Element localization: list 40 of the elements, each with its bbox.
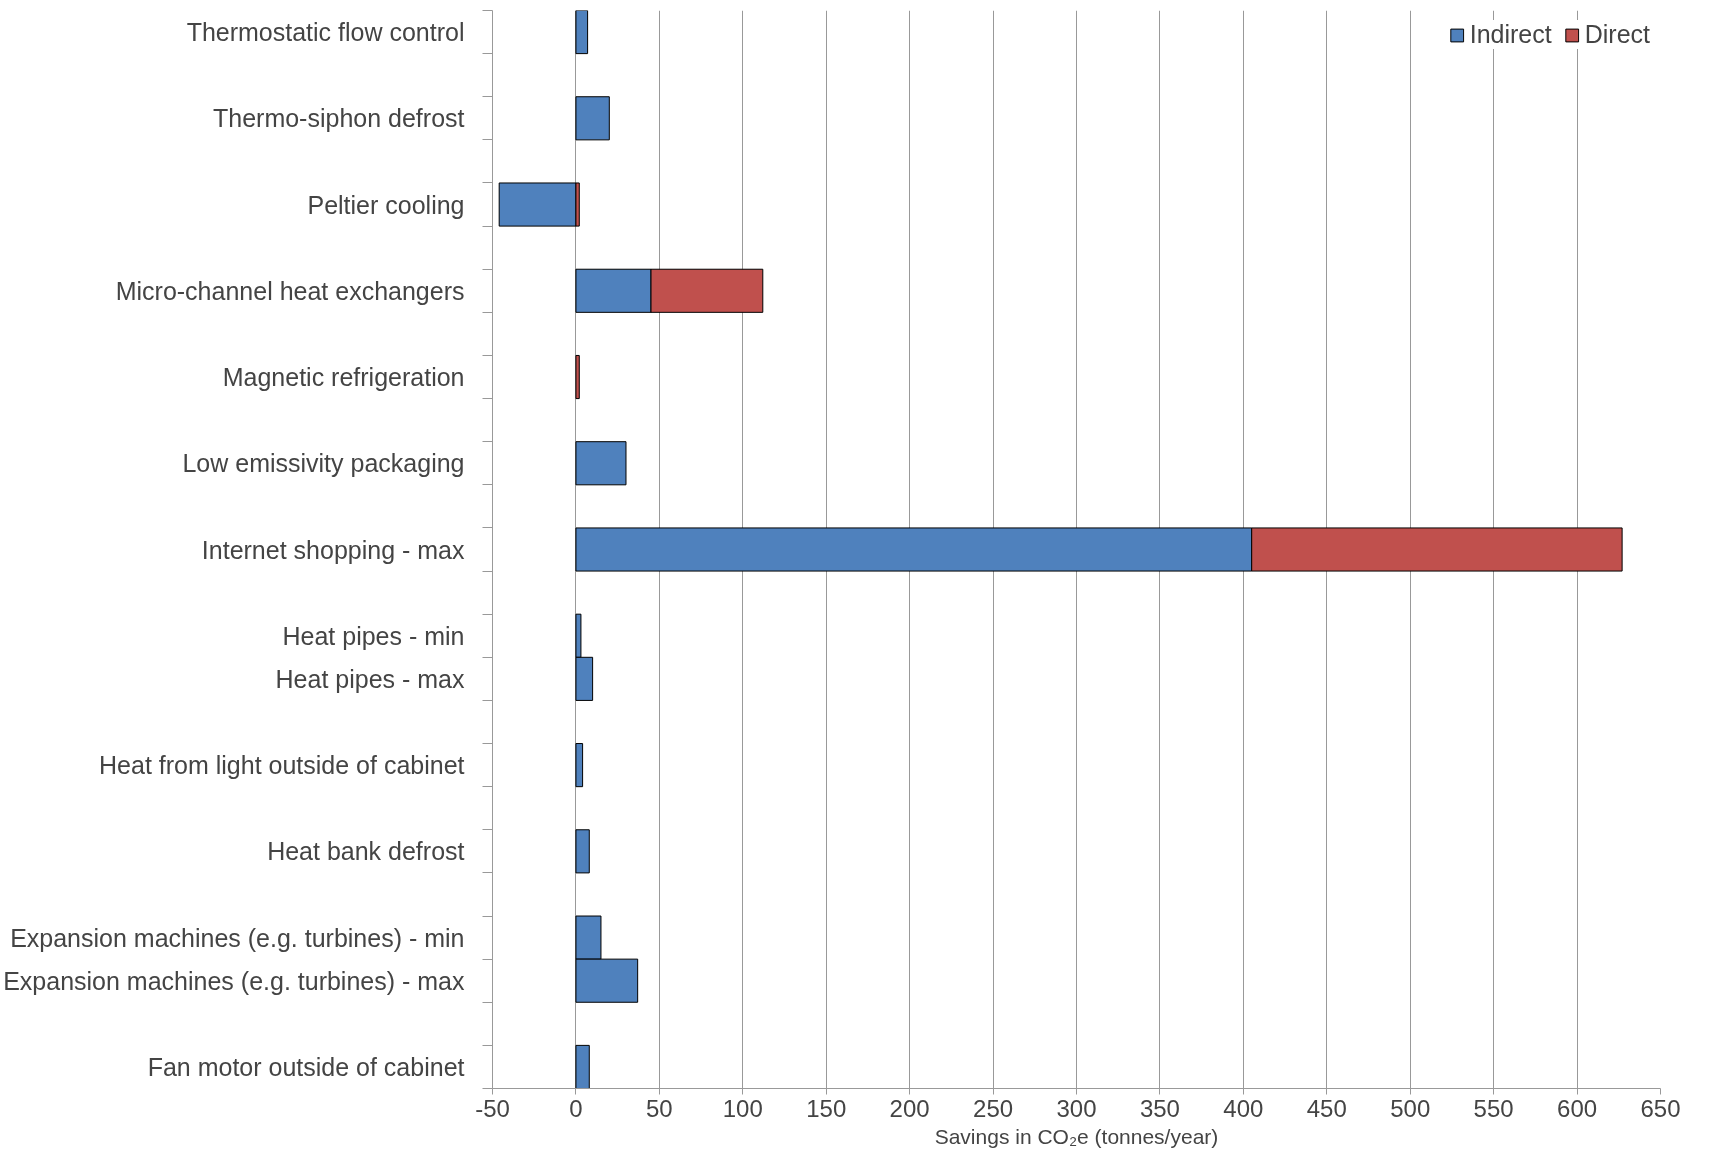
y-tick-label: Peltier cooling [307, 190, 465, 219]
bar [575, 354, 580, 400]
x-tick-label: -50 [475, 1094, 510, 1122]
bar [575, 441, 627, 486]
bar [575, 829, 590, 874]
y-tick-label: Heat pipes - min [282, 621, 465, 650]
bar [498, 182, 577, 227]
x-tick-label: 450 [1306, 1094, 1347, 1122]
y-tick-label: Expansion machines (e.g. turbines) - min [10, 923, 465, 952]
x-tick-label: 500 [1390, 1094, 1431, 1122]
y-tick-label: Thermostatic flow control [186, 18, 465, 47]
bar [575, 10, 589, 55]
x-tick-label: 150 [806, 1094, 847, 1122]
x-tick-label: 100 [722, 1094, 763, 1122]
y-tick-label: Micro-channel heat exchangers [115, 276, 465, 305]
bar [575, 96, 610, 141]
x-axis-title: Savings in CO₂e (tonnes/year) [934, 1124, 1219, 1148]
y-tick-label: Heat pipes - max [275, 664, 465, 693]
x-tick-label: 200 [889, 1094, 930, 1122]
bar [575, 1044, 590, 1089]
x-tick-label: 650 [1640, 1094, 1681, 1122]
y-tick-label: Low emissivity packaging [182, 449, 465, 478]
y-tick-label: Magnetic refrigeration [222, 363, 465, 392]
x-tick-label: 600 [1557, 1094, 1598, 1122]
x-tick-label: 350 [1139, 1094, 1180, 1122]
x-tick-label: 550 [1473, 1094, 1514, 1122]
y-tick-label: Thermo-siphon defrost [213, 104, 465, 133]
x-tick-label: 0 [569, 1094, 583, 1122]
y-tick-label: Fan motor outside of cabinet [147, 1052, 465, 1081]
x-tick-label: 250 [973, 1094, 1014, 1122]
legend-label: Indirect [1469, 20, 1552, 49]
legend-label: Direct [1584, 20, 1650, 49]
bar [575, 743, 584, 788]
x-tick-label: 300 [1056, 1094, 1097, 1122]
x-tick-label: 50 [646, 1094, 673, 1122]
x-tick-label: 400 [1223, 1094, 1264, 1122]
y-tick-label: Heat from light outside of cabinet [99, 751, 465, 780]
y-tick-label: Heat bank defrost [267, 837, 465, 866]
y-tick-label: Internet shopping - max [201, 535, 465, 564]
y-tick-label: Expansion machines (e.g. turbines) - max [3, 966, 465, 995]
